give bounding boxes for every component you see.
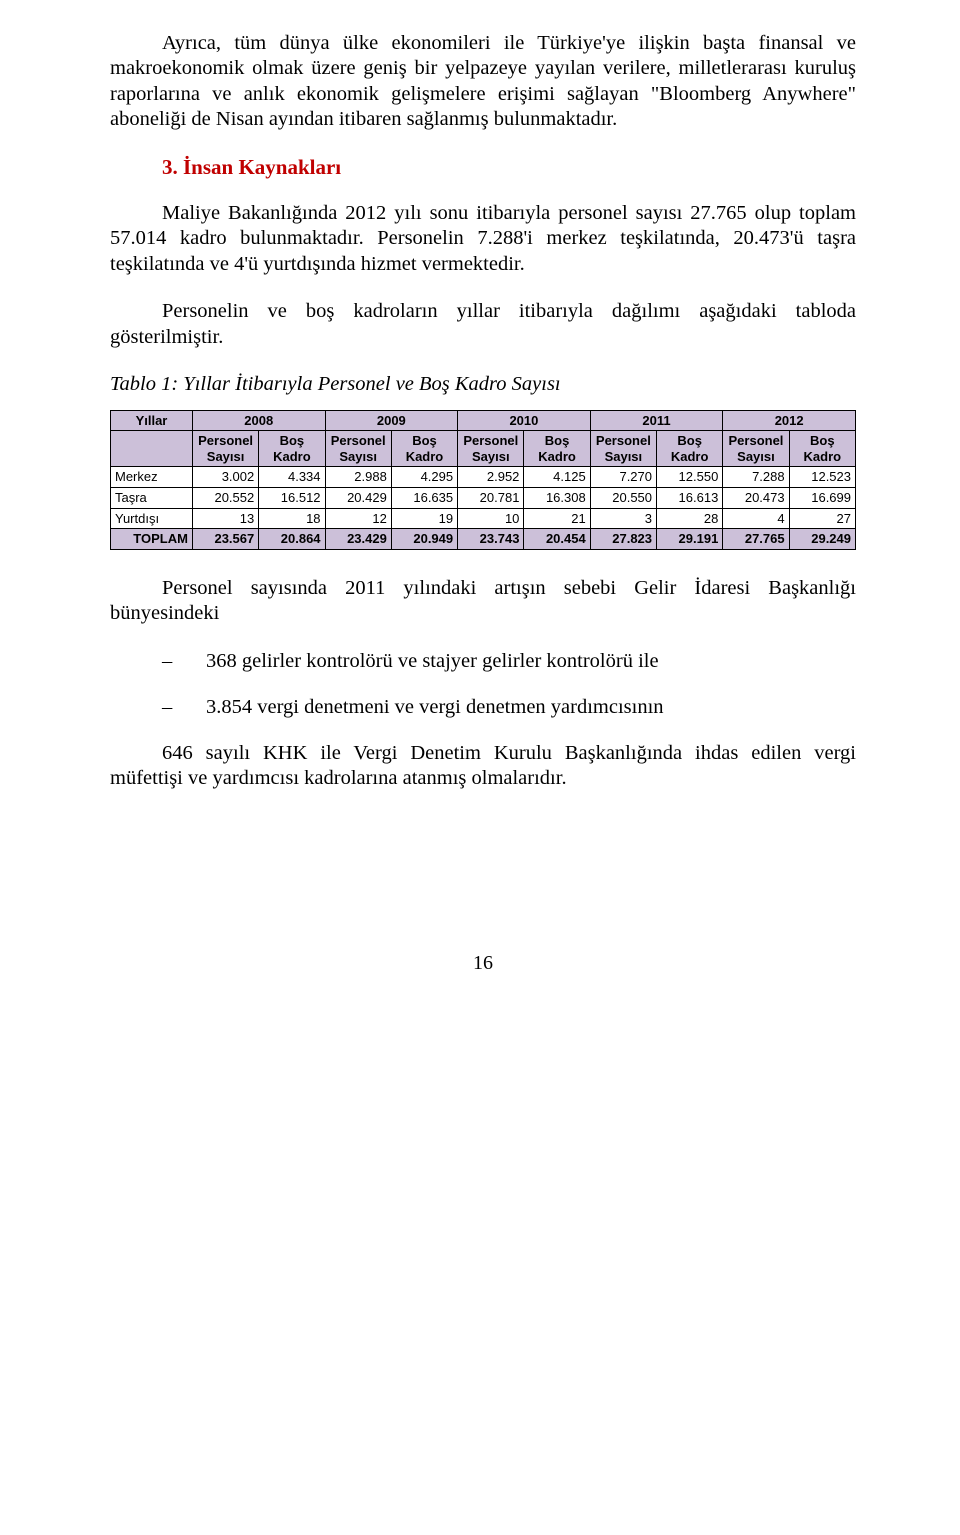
cell: 20.552 xyxy=(192,488,258,509)
cell: 3 xyxy=(590,508,656,529)
section-title-insan-kaynaklari: 3. İnsan Kaynakları xyxy=(162,155,856,180)
paragraph-personel-sayisi: Maliye Bakanlığında 2012 yılı sonu itiba… xyxy=(110,201,856,278)
sub-b-0: Boş Kadro xyxy=(259,431,325,467)
col-year-4: 2012 xyxy=(723,410,856,431)
cell: 27.765 xyxy=(723,529,789,550)
list-item: –368 gelirler kontrolörü ve stajyer geli… xyxy=(110,649,856,675)
cell: 20.429 xyxy=(325,488,391,509)
list-item: –3.854 vergi denetmeni ve vergi denetmen… xyxy=(110,695,856,721)
table-row: Taşra 20.552 16.512 20.429 16.635 20.781… xyxy=(111,488,856,509)
row-label: Merkez xyxy=(111,467,193,488)
row-label: Taşra xyxy=(111,488,193,509)
sub-p-2: Personel Sayısı xyxy=(458,431,524,467)
sub-b-3: Boş Kadro xyxy=(657,431,723,467)
cell: 16.613 xyxy=(657,488,723,509)
cell: 29.249 xyxy=(789,529,855,550)
sub-p-4: Personel Sayısı xyxy=(723,431,789,467)
col-yillar: Yıllar xyxy=(111,410,193,431)
sub-p-0: Personel Sayısı xyxy=(192,431,258,467)
row-label: Yurtdışı xyxy=(111,508,193,529)
bullet-list: –368 gelirler kontrolörü ve stajyer geli… xyxy=(110,649,856,720)
cell: 20.454 xyxy=(524,529,590,550)
col-year-2: 2010 xyxy=(458,410,591,431)
cell: 2.952 xyxy=(458,467,524,488)
col-year-1: 2009 xyxy=(325,410,458,431)
cell: 27.823 xyxy=(590,529,656,550)
cell: 4 xyxy=(723,508,789,529)
cell: 12.523 xyxy=(789,467,855,488)
table-row-total: TOPLAM 23.567 20.864 23.429 20.949 23.74… xyxy=(111,529,856,550)
sub-b-1: Boş Kadro xyxy=(391,431,457,467)
col-empty xyxy=(111,431,193,467)
cell: 20.949 xyxy=(391,529,457,550)
table-caption: Tablo 1: Yıllar İtibarıyla Personel ve B… xyxy=(110,373,856,396)
cell: 18 xyxy=(259,508,325,529)
table-row: Merkez 3.002 4.334 2.988 4.295 2.952 4.1… xyxy=(111,467,856,488)
cell: 10 xyxy=(458,508,524,529)
cell: 29.191 xyxy=(657,529,723,550)
cell: 28 xyxy=(657,508,723,529)
sub-p-1: Personel Sayısı xyxy=(325,431,391,467)
cell: 12 xyxy=(325,508,391,529)
row-label-total: TOPLAM xyxy=(111,529,193,550)
cell: 16.512 xyxy=(259,488,325,509)
cell: 12.550 xyxy=(657,467,723,488)
paragraph-tablo-intro: Personelin ve boş kadroların yıllar itib… xyxy=(110,299,856,350)
cell: 20.473 xyxy=(723,488,789,509)
cell: 3.002 xyxy=(192,467,258,488)
cell: 4.125 xyxy=(524,467,590,488)
cell: 4.334 xyxy=(259,467,325,488)
cell: 16.699 xyxy=(789,488,855,509)
cell: 23.429 xyxy=(325,529,391,550)
list-item-text: 3.854 vergi denetmeni ve vergi denetmen … xyxy=(206,696,664,718)
col-year-0: 2008 xyxy=(192,410,325,431)
sub-p-3: Personel Sayısı xyxy=(590,431,656,467)
cell: 27 xyxy=(789,508,855,529)
cell: 23.743 xyxy=(458,529,524,550)
col-year-3: 2011 xyxy=(590,410,723,431)
cell: 20.781 xyxy=(458,488,524,509)
sub-b-2: Boş Kadro xyxy=(524,431,590,467)
paragraph-after-table: Personel sayısında 2011 yılındaki artışı… xyxy=(110,576,856,627)
cell: 23.567 xyxy=(192,529,258,550)
cell: 16.635 xyxy=(391,488,457,509)
cell: 16.308 xyxy=(524,488,590,509)
paragraph-closing: 646 sayılı KHK ile Vergi Denetim Kurulu … xyxy=(110,741,856,792)
list-item-text: 368 gelirler kontrolörü ve stajyer gelir… xyxy=(206,650,659,672)
cell: 2.988 xyxy=(325,467,391,488)
cell: 7.288 xyxy=(723,467,789,488)
staff-table: Yıllar 2008 2009 2010 2011 2012 Personel… xyxy=(110,410,856,550)
sub-b-4: Boş Kadro xyxy=(789,431,855,467)
cell: 20.550 xyxy=(590,488,656,509)
cell: 4.295 xyxy=(391,467,457,488)
table-row: Yurtdışı 13 18 12 19 10 21 3 28 4 27 xyxy=(111,508,856,529)
cell: 7.270 xyxy=(590,467,656,488)
paragraph-intro: Ayrıca, tüm dünya ülke ekonomileri ile T… xyxy=(110,31,856,134)
staff-table-grid: Yıllar 2008 2009 2010 2011 2012 Personel… xyxy=(110,410,856,550)
cell: 21 xyxy=(524,508,590,529)
cell: 19 xyxy=(391,508,457,529)
cell: 13 xyxy=(192,508,258,529)
page-number: 16 xyxy=(110,952,856,975)
cell: 20.864 xyxy=(259,529,325,550)
